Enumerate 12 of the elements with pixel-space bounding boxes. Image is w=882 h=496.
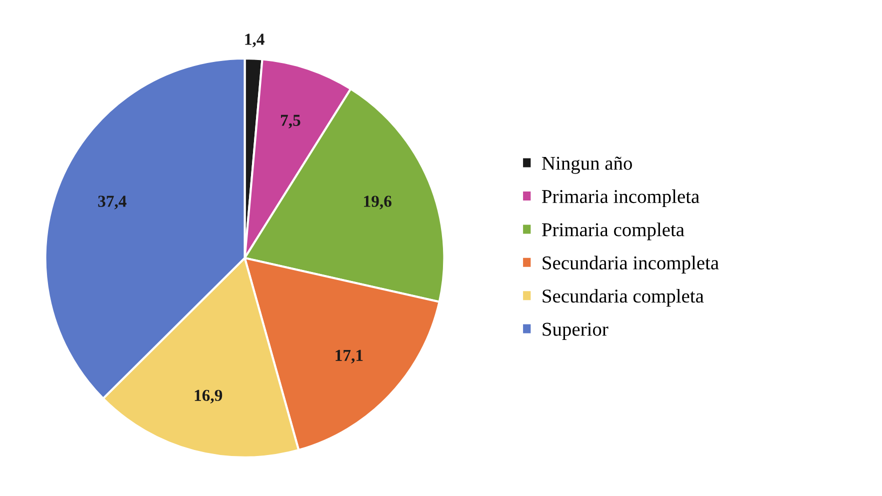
data-label: 1,4 bbox=[245, 34, 264, 48]
legend-label: Primaria completa bbox=[542, 222, 684, 240]
legend-label: Superior bbox=[542, 322, 608, 340]
legend-label: Secundaria incompleta bbox=[542, 256, 719, 274]
legend-label: Primaria incompleta bbox=[542, 189, 700, 208]
data-label: 19,6 bbox=[364, 196, 392, 210]
legend-label: Ningun año bbox=[542, 156, 632, 174]
data-label: 7,5 bbox=[281, 114, 300, 128]
data-label: 37,4 bbox=[98, 196, 126, 210]
legend-label: Secundaria completa bbox=[542, 288, 704, 307]
data-label: 17,1 bbox=[336, 350, 363, 364]
data-label: 16,9 bbox=[194, 390, 222, 404]
